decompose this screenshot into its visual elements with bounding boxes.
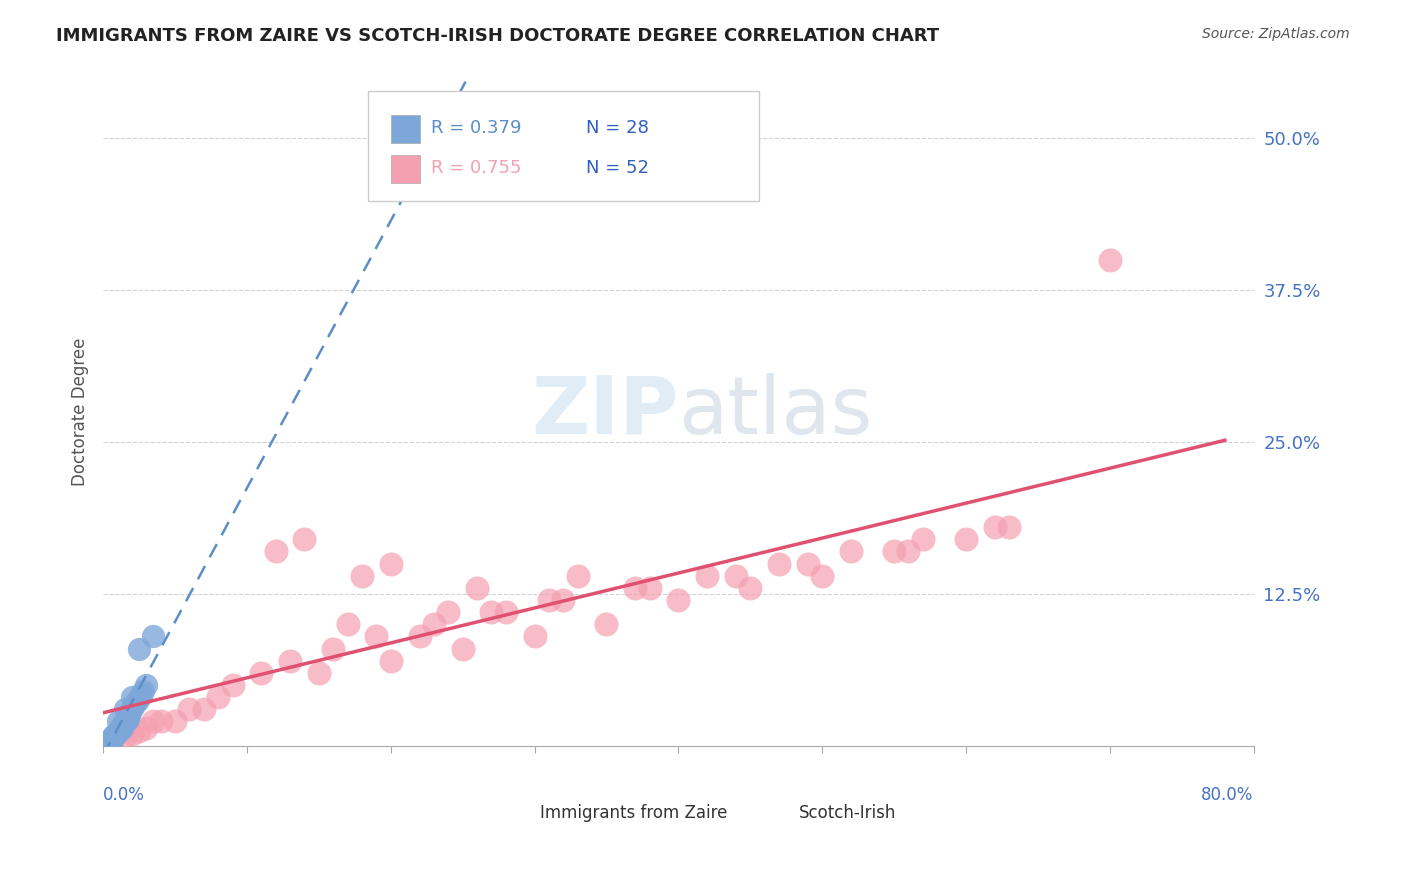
Point — [897, 544, 920, 558]
Point — [911, 532, 934, 546]
Point — [100, 732, 122, 747]
Point — [103, 729, 125, 743]
Point — [115, 714, 138, 729]
Point — [336, 617, 359, 632]
Point — [135, 721, 157, 735]
Text: 80.0%: 80.0% — [1201, 786, 1254, 804]
Point — [437, 605, 460, 619]
Text: R = 0.379: R = 0.379 — [432, 119, 522, 136]
Point — [97, 734, 120, 748]
Point — [132, 684, 155, 698]
Point — [638, 581, 661, 595]
Point — [117, 712, 139, 726]
Y-axis label: Doctorate Degree: Doctorate Degree — [72, 337, 89, 486]
Point — [107, 714, 129, 729]
Point — [264, 544, 287, 558]
Point — [128, 641, 150, 656]
Bar — [754, 796, 787, 830]
Point — [104, 726, 127, 740]
Point — [114, 702, 136, 716]
Point — [797, 557, 820, 571]
Text: N = 52: N = 52 — [586, 159, 650, 177]
Point — [624, 581, 647, 595]
Point — [768, 557, 790, 571]
Bar — [391, 115, 419, 143]
Point — [107, 726, 129, 740]
Point — [696, 568, 718, 582]
Point — [111, 721, 134, 735]
Point — [740, 581, 762, 595]
Point — [96, 735, 118, 749]
Text: Immigrants from Zaire: Immigrants from Zaire — [540, 804, 728, 822]
Point — [142, 714, 165, 729]
Point — [465, 581, 488, 595]
Point — [193, 702, 215, 716]
Point — [127, 692, 149, 706]
Point — [366, 629, 388, 643]
Text: R = 0.755: R = 0.755 — [432, 159, 522, 177]
Point — [278, 654, 301, 668]
Point — [380, 557, 402, 571]
Point — [93, 738, 115, 752]
Point — [142, 629, 165, 643]
Point — [567, 568, 589, 582]
Text: N = 28: N = 28 — [586, 119, 650, 136]
Text: 0.0%: 0.0% — [103, 786, 145, 804]
Point — [179, 702, 201, 716]
Point — [811, 568, 834, 582]
Point — [1098, 252, 1121, 267]
Point — [350, 568, 373, 582]
Point — [451, 641, 474, 656]
Point — [839, 544, 862, 558]
Point — [322, 641, 344, 656]
Point — [380, 654, 402, 668]
Point — [135, 678, 157, 692]
Point — [112, 717, 135, 731]
Point — [105, 726, 128, 740]
Point — [595, 617, 617, 632]
Bar — [495, 796, 529, 830]
Point — [120, 705, 142, 719]
Point — [163, 714, 186, 729]
Point — [955, 532, 977, 546]
Point — [221, 678, 243, 692]
Point — [110, 721, 132, 735]
Point — [121, 690, 143, 705]
Point — [149, 714, 172, 729]
Point — [294, 532, 316, 546]
Point — [883, 544, 905, 558]
Point — [122, 699, 145, 714]
Point — [98, 732, 121, 747]
Point — [423, 617, 446, 632]
FancyBboxPatch shape — [368, 91, 759, 201]
Point — [118, 708, 141, 723]
Text: Scotch-Irish: Scotch-Irish — [799, 804, 897, 822]
Point — [495, 605, 517, 619]
Point — [998, 520, 1021, 534]
Point — [124, 696, 146, 710]
Point — [523, 629, 546, 643]
Text: atlas: atlas — [678, 373, 873, 450]
Point — [308, 665, 330, 680]
Point — [121, 726, 143, 740]
Point — [129, 688, 152, 702]
Text: ZIP: ZIP — [531, 373, 678, 450]
Point — [207, 690, 229, 705]
Point — [666, 593, 689, 607]
Point — [984, 520, 1007, 534]
Point — [481, 605, 503, 619]
Point — [108, 724, 131, 739]
Text: IMMIGRANTS FROM ZAIRE VS SCOTCH-IRISH DOCTORATE DEGREE CORRELATION CHART: IMMIGRANTS FROM ZAIRE VS SCOTCH-IRISH DO… — [56, 27, 939, 45]
Point — [114, 729, 136, 743]
Point — [553, 593, 575, 607]
Point — [724, 568, 747, 582]
Point — [408, 629, 430, 643]
Point — [250, 665, 273, 680]
Text: Source: ZipAtlas.com: Source: ZipAtlas.com — [1202, 27, 1350, 41]
Point — [94, 736, 117, 750]
Point — [128, 724, 150, 739]
Bar — [391, 155, 419, 183]
Point — [537, 593, 560, 607]
